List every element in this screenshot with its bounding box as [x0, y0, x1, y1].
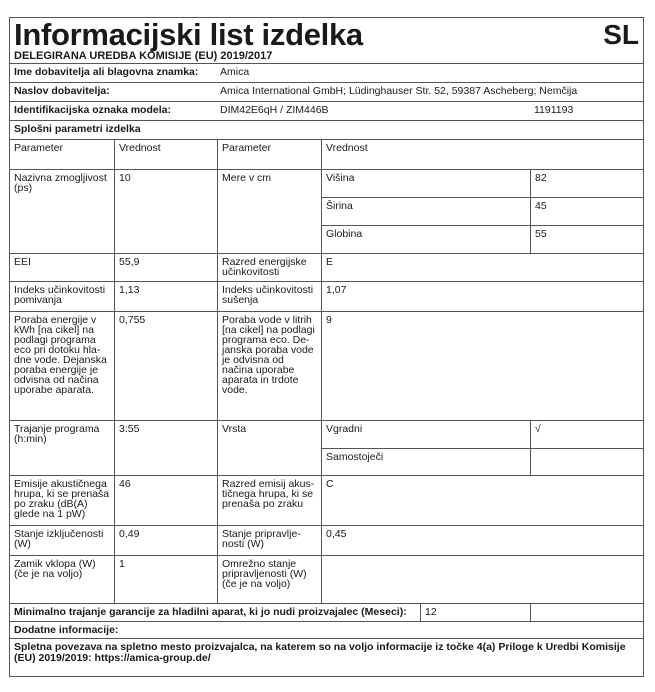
off-mode-value: 0,49 [114, 525, 218, 556]
drying-value: 1,07 [320, 281, 645, 312]
off-mode-label: Stanje izključenosti (W) [9, 525, 115, 556]
model-label: Identifikacijska oznaka modela: [14, 104, 171, 116]
noise-class-label: Razred emisij akus-tičnega hrupa, ki se … [217, 475, 322, 526]
drying-label: Indeks učinkovitosti sušenja [217, 281, 322, 312]
warranty-value: 12 [425, 606, 437, 618]
energy-class-label: Razred energijske učinkovitosti [217, 253, 322, 282]
standby-value: 0,45 [320, 525, 645, 556]
standby-label: Stanje pripravlje-nosti (W) [217, 525, 322, 556]
info-table: SL Informacijski list izdelka DELEGIRANA… [8, 17, 645, 677]
supplier-label: Ime dobavitelja ali blagovna znamka: [14, 66, 199, 78]
energy-label: Poraba energije v kWh [na cikel] na podl… [9, 311, 115, 421]
regulation: DELEGIRANA UREDBA KOMISIJE (EU) 2019/201… [14, 50, 273, 62]
delay-value: 1 [114, 555, 218, 604]
height-value: 82 [529, 169, 645, 198]
eei-label: EEI [9, 253, 115, 282]
network-value [320, 555, 645, 604]
depth-value: 55 [529, 225, 645, 254]
language-code: SL [603, 19, 640, 50]
title-cell: SL Informacijski list izdelka DELEGIRANA… [8, 17, 645, 64]
warranty-label: Minimalno trajanje garancije za hladilni… [10, 604, 421, 621]
additional-label: Dodatne informacije: [8, 621, 645, 639]
builtin-value: √ [529, 420, 645, 449]
address-label: Naslov dobavitelja: [14, 85, 110, 97]
duration-value: 3:55 [114, 420, 218, 476]
duration-label: Trajanje programa (h:min) [9, 420, 115, 476]
energy-class-value: E [320, 253, 645, 282]
model-value: DIM42E6qH / ZIM446B [220, 104, 329, 116]
dims-label: Mere v cm [217, 169, 322, 254]
depth-label: Globina [321, 225, 531, 254]
capacity-value: 10 [114, 169, 218, 254]
width-value: 45 [529, 197, 645, 226]
capacity-label: Nazivna zmogljivost (ps) [9, 169, 115, 254]
cleaning-value: 1,13 [114, 281, 218, 312]
model-code: 1191193 [534, 104, 574, 116]
builtin-label: Vgradni [321, 420, 531, 449]
col-header-parameter: Parameter [9, 139, 115, 170]
freestanding-label: Samostoječi [321, 448, 531, 476]
height-label: Višina [321, 169, 531, 198]
width-label: Širina [321, 197, 531, 226]
eei-value: 55,9 [114, 253, 218, 282]
manufacturer-link[interactable]: Spletna povezava na spletno mesto proizv… [8, 638, 645, 677]
col-header-parameter-2: Parameter [217, 139, 322, 170]
energy-value: 0,755 [114, 311, 218, 421]
noise-label: Emisije akustičnega hrupa, ki se prenaša… [9, 475, 115, 526]
product-information-sheet: SL Informacijski list izdelka DELEGIRANA… [8, 17, 645, 677]
water-value: 9 [320, 311, 645, 421]
cleaning-label: Indeks učinkovitosti pomivanja [9, 281, 115, 312]
delay-label: Zamik vklopa (W) (če je na voljo) [9, 555, 115, 604]
page-title: Informacijski list izdelka [14, 17, 363, 52]
address-value: Amica International GmbH; Lüdinghauser S… [220, 85, 578, 97]
col-header-value: Vrednost [114, 139, 218, 170]
noise-value: 46 [114, 475, 218, 526]
supplier-value: Amica [220, 66, 250, 78]
col-header-value-2: Vrednost [320, 139, 645, 170]
type-label: Vrsta [217, 420, 322, 476]
noise-class-value: C [320, 475, 645, 526]
water-label: Poraba vode v litrih [na cikel] na podla… [217, 311, 322, 421]
network-label: Omrežno stanje pripravljenosti (W) (če j… [217, 555, 322, 604]
general-title: Splošni parametri izdelka [8, 120, 645, 140]
freestanding-value [529, 448, 645, 476]
